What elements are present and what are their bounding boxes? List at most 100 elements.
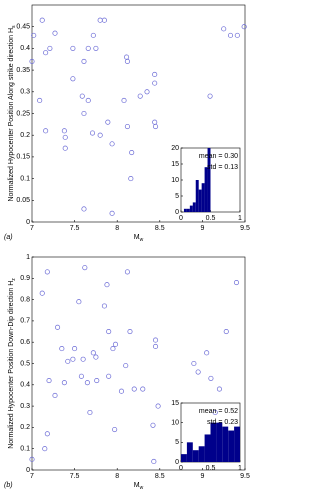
point (72, 346, 78, 352)
point (37, 97, 43, 104)
figure: 7 7.5 8 8.5 9 9.500.050.10.150.20.250.30.350.… (4, 4, 250, 491)
point (43, 50, 49, 56)
y-tick-label: 0.3 (20, 403, 30, 410)
y-axis-label-main: Normalized Hypocenter Position Along str… (8, 28, 15, 202)
x-tick-label: 8 (115, 473, 119, 480)
point (70, 45, 76, 51)
point (94, 377, 100, 384)
bar (204, 434, 211, 462)
bar (181, 454, 187, 462)
x-tick-label: 9 (200, 225, 204, 232)
x-tick-label: 1 (238, 465, 242, 472)
x-tick-label: 1 (238, 215, 242, 222)
point (59, 346, 65, 352)
y-tick-label: 0.15 (16, 154, 30, 161)
point (61, 380, 67, 386)
bar (192, 202, 196, 212)
y-tick-label: 0.2 (20, 132, 30, 139)
point (44, 431, 50, 437)
point (84, 380, 90, 386)
point (129, 150, 135, 156)
point (109, 141, 115, 147)
point (152, 80, 158, 86)
point (195, 369, 201, 375)
point (152, 337, 159, 343)
y-tick-label: 0.05 (16, 197, 30, 204)
point (97, 132, 103, 138)
point (29, 456, 35, 462)
point (131, 386, 137, 392)
point (76, 299, 82, 305)
y-tick-label: 0 (26, 467, 30, 474)
point (78, 373, 84, 379)
point (124, 123, 130, 130)
point (121, 97, 127, 104)
point (127, 328, 133, 335)
x-tick-label: 9.5 (240, 225, 250, 232)
point (223, 328, 229, 335)
bar (195, 180, 199, 212)
bar (186, 208, 190, 212)
y-tick-label: 0 (175, 459, 179, 466)
point (128, 176, 134, 182)
y-tick-label: 0.7 (20, 318, 30, 325)
y-tick-label: 0.1 (20, 446, 30, 453)
bar (234, 426, 240, 462)
point (80, 356, 86, 362)
point (62, 134, 68, 140)
y-tick-label: 0 (26, 219, 30, 226)
point (90, 32, 96, 38)
point (191, 360, 197, 367)
y-tick-label: 10 (171, 420, 179, 427)
y-tick-label: 0.5 (20, 360, 30, 367)
point (61, 128, 67, 134)
x-tick-label: 9.5 (240, 473, 250, 480)
y-tick-label: 0.35 (16, 67, 30, 74)
y-tick-label: 0.3 (20, 89, 30, 96)
y-axis-label: Normalized Hypocenter Position Down-Dip … (8, 278, 17, 449)
x-axis-label-main: M (134, 482, 140, 489)
x-axis-label: Mw (134, 482, 144, 491)
point (233, 280, 240, 286)
y-tick-label: 0.4 (20, 45, 30, 52)
point (70, 76, 76, 82)
y-tick-label: 5 (175, 439, 179, 446)
point (93, 354, 99, 360)
x-tick-label: 7.5 (70, 473, 80, 480)
bar (192, 450, 199, 462)
plot-area (31, 4, 246, 223)
point (124, 269, 130, 275)
point (204, 350, 210, 356)
panel-label: (a) (4, 234, 13, 241)
y-tick-label: 20 (171, 145, 179, 152)
annotation: mean = 0.30 (199, 153, 238, 160)
x-axis-label-sub: w (140, 485, 144, 491)
point (46, 377, 52, 384)
y-tick-label: 5 (175, 193, 179, 200)
x-tick-label: 9 (200, 473, 204, 480)
point (43, 128, 49, 134)
x-axis-label-sub: w (140, 237, 144, 243)
y-tick-label: 0.2 (20, 424, 30, 431)
point (112, 426, 118, 433)
point (123, 363, 129, 369)
y-tick-label: 0.25 (16, 110, 30, 117)
point (79, 93, 85, 99)
point (137, 93, 143, 99)
x-tick-label: 7 (30, 225, 34, 232)
point (118, 388, 125, 394)
point (110, 346, 116, 352)
point (112, 341, 119, 347)
point (97, 17, 103, 23)
point (106, 328, 112, 335)
point (87, 409, 93, 416)
bar (216, 422, 223, 462)
point (52, 30, 58, 36)
point (221, 26, 227, 32)
point (82, 265, 88, 271)
bar (198, 446, 205, 462)
point (90, 350, 96, 356)
point (106, 373, 112, 379)
x-tick-label: 8 (115, 225, 119, 232)
point (227, 32, 234, 38)
